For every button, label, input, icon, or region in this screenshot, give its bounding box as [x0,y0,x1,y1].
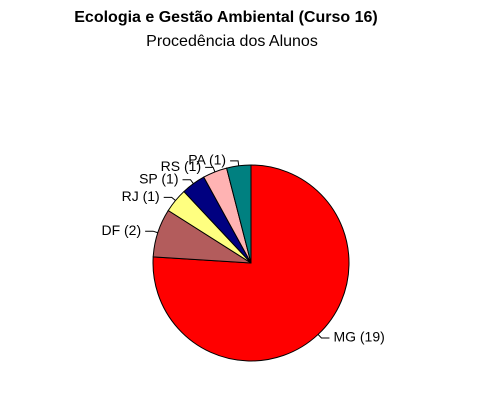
leader-line [163,196,176,201]
slice-label: DF (2) [101,222,141,238]
pie-slice [226,164,252,264]
chart-subtitle: Procedência dos Alunos [146,33,318,50]
slice-label: SP (1) [139,170,178,186]
chart-title: Ecologia e Gestão Ambiental (Curso 16) [74,9,377,26]
leader-line [145,230,158,234]
slice-label: PA (1) [188,152,226,168]
leader-line [317,334,330,339]
leader-line [205,166,216,173]
slice-label: MG (19) [333,329,384,345]
slice-label: RS (1) [161,158,201,174]
pie-slice [152,164,350,362]
leader-line [182,179,194,185]
leader-line [230,160,240,166]
slice-label: RJ (1) [122,188,160,204]
